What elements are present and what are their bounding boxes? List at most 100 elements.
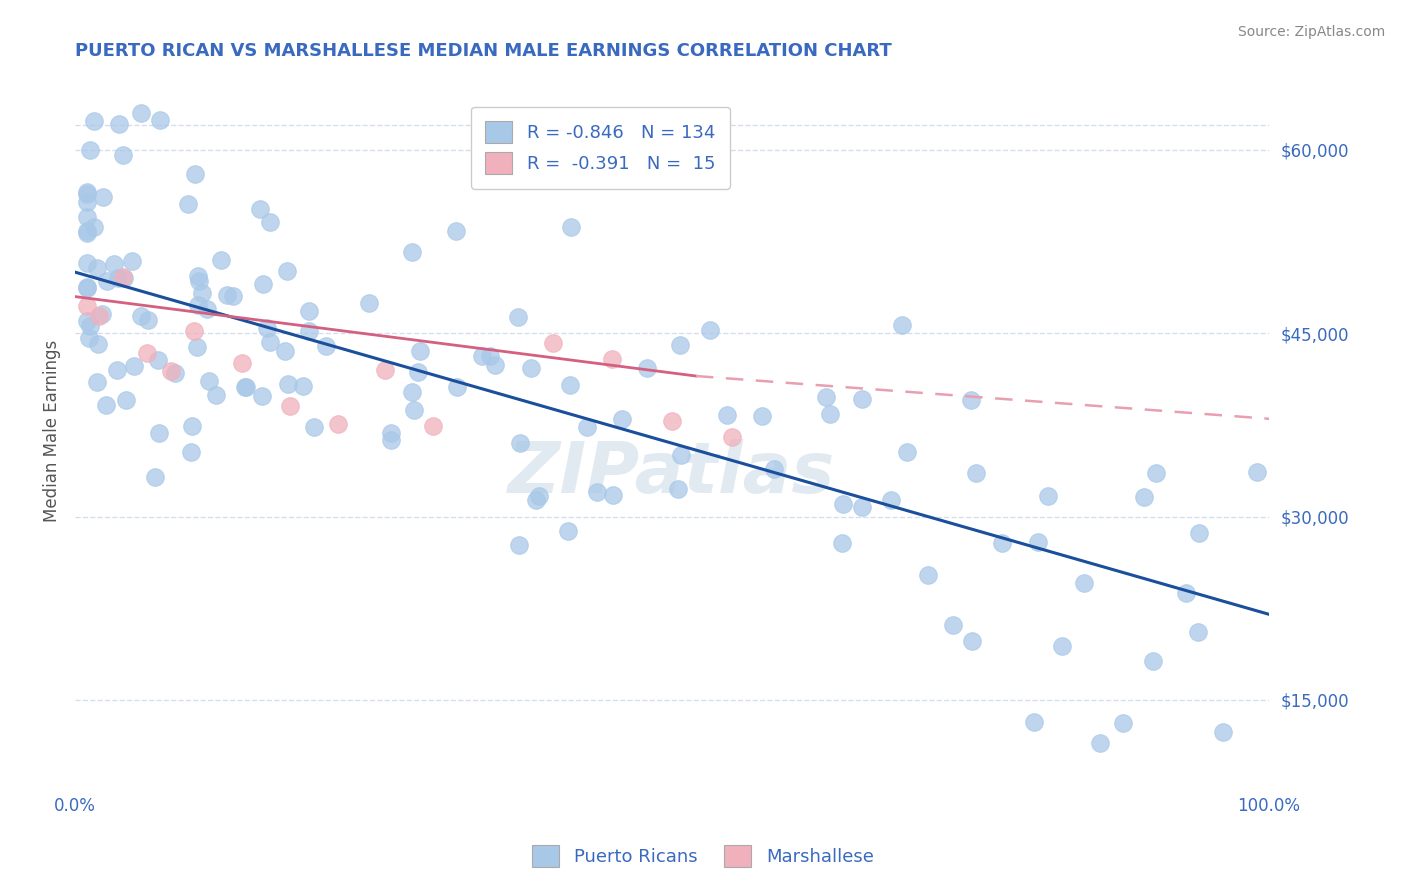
Point [256,321,278,335]
Point [1088,736,1111,750]
Point [197,301,219,316]
Point [960,633,983,648]
Point [560,219,582,234]
Point [831,536,853,550]
Point [298,303,321,318]
Point [205,388,228,402]
Point [1144,466,1167,480]
Point [402,402,425,417]
Point [699,323,721,337]
Point [965,466,987,480]
Text: Source: ZipAtlas.com: Source: ZipAtlas.com [1237,25,1385,39]
Point [86,375,108,389]
Point [209,253,232,268]
Point [917,567,939,582]
Point [107,271,129,285]
Point [217,287,239,301]
Point [374,362,396,376]
Point [136,313,159,327]
Point [520,361,543,376]
Point [76,224,98,238]
Point [121,253,143,268]
Point [879,493,901,508]
Point [83,219,105,234]
Point [249,202,271,217]
Point [896,445,918,459]
Point [222,289,245,303]
Point [763,461,786,475]
Point [91,307,114,321]
Point [668,337,690,351]
Point [276,377,298,392]
Point [114,392,136,407]
Point [76,313,98,327]
Point [86,336,108,351]
Point [198,374,221,388]
Point [851,500,873,515]
Point [820,407,842,421]
Point [484,358,506,372]
Point [76,299,98,313]
Point [183,324,205,338]
Text: ZIPatlas: ZIPatlas [509,439,835,508]
Point [508,538,530,552]
Point [231,356,253,370]
Point [149,113,172,128]
Point [105,363,128,377]
Point [422,418,444,433]
Point [274,343,297,358]
Point [1142,654,1164,668]
Point [751,409,773,423]
Point [91,190,114,204]
Point [636,361,658,376]
Point [298,324,321,338]
Point [112,271,135,285]
Point [326,417,349,431]
Point [401,244,423,259]
Point [576,419,599,434]
Point [359,295,381,310]
Point [276,264,298,278]
Point [235,380,257,394]
Point [187,268,209,283]
Point [557,524,579,539]
Point [832,498,855,512]
Point [79,144,101,158]
Point [83,114,105,128]
Point [541,336,564,351]
Point [107,117,129,131]
Point [1212,725,1234,739]
Point [304,419,326,434]
Point [671,448,693,462]
Point [558,377,581,392]
Point [177,196,200,211]
Point [165,366,187,380]
Point [506,310,529,324]
Point [103,257,125,271]
Point [233,380,256,394]
Point [380,426,402,441]
Point [181,419,204,434]
Point [851,392,873,406]
Point [401,384,423,399]
Point [94,398,117,412]
Point [602,488,624,502]
Point [602,351,624,366]
Point [292,378,315,392]
Point [76,210,98,224]
Point [111,270,134,285]
Point [509,436,531,450]
Point [148,425,170,440]
Point [77,331,100,345]
Point [259,215,281,229]
Point [666,482,689,496]
Point [1188,526,1211,541]
Point [76,185,98,199]
Point [527,489,550,503]
Point [315,338,337,352]
Point [187,298,209,312]
Point [252,277,274,291]
Point [146,352,169,367]
Point [446,380,468,394]
Point [1175,586,1198,600]
